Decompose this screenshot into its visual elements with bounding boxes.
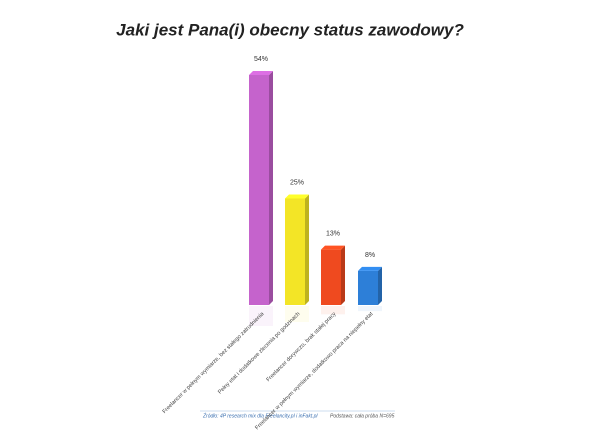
bar-side (378, 266, 382, 305)
value-label: 13% (326, 230, 340, 237)
bar-reflection (321, 306, 345, 315)
source-note: Źródło: 4P research mix dla Freelancity.… (202, 412, 318, 419)
value-label: 25% (290, 179, 304, 186)
bar-side (305, 194, 309, 305)
bar-top (285, 194, 309, 199)
bar (358, 270, 378, 305)
bar-top (358, 266, 382, 271)
bar-side (341, 245, 345, 305)
bar-reflection (249, 306, 273, 326)
value-label: 54% (254, 56, 268, 63)
value-label: 8% (365, 252, 375, 259)
chart-title: Jaki jest Pana(i) obecny status zawodowy… (116, 20, 464, 39)
bar (249, 74, 269, 306)
bar-reflection (358, 306, 382, 312)
bar-side (269, 70, 273, 306)
bar-reflection (285, 306, 309, 322)
bar-top (249, 70, 273, 75)
base-note: Podstawa: cała próba N=695 (330, 413, 395, 419)
bar (321, 249, 341, 305)
bar-top (321, 245, 345, 250)
bar (285, 198, 305, 305)
